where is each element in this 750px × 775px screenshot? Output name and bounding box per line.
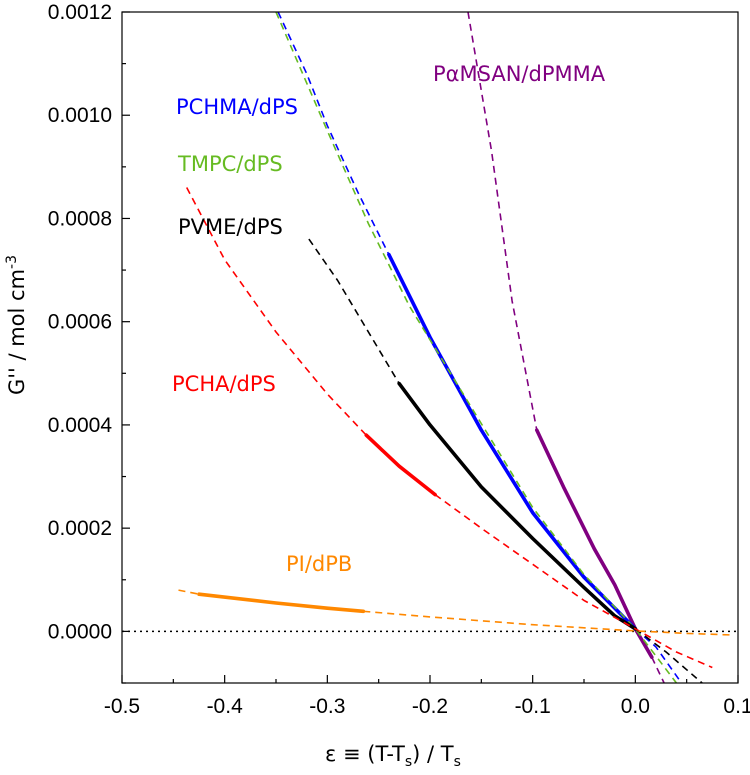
- y-tick-label: 0.0010: [48, 104, 112, 127]
- y-tick-label: 0.0004: [48, 414, 113, 437]
- series-4-extrapolated: [185, 187, 367, 436]
- series-5-extrapolated-tail: [363, 610, 733, 636]
- series-lines: [178, 12, 733, 683]
- series-4: [185, 187, 713, 669]
- series-3-measured: [397, 381, 638, 631]
- series-0-extrapolated: [467, 12, 538, 431]
- y-tick-label: 0.0006: [48, 311, 112, 334]
- x-tick-label: -0.5: [104, 695, 140, 718]
- series-4-extrapolated-tail: [434, 493, 713, 669]
- series-5: [178, 589, 733, 636]
- label-pchma-dps: PCHMA/dPS: [176, 95, 298, 119]
- label-tmpc-dps: TMPC/dPS: [177, 152, 283, 176]
- x-tick-label: -0.4: [207, 695, 244, 718]
- y-tick-label: 0.0000: [48, 620, 112, 643]
- x-tick-label: -0.2: [412, 695, 448, 718]
- x-tick-label: -0.1: [515, 695, 551, 718]
- series-0-extrapolated-tail: [651, 656, 665, 683]
- x-tick-label: 0.1: [723, 695, 750, 718]
- series-3-extrapolated-tail: [634, 628, 703, 683]
- x-tick-label: -0.3: [309, 695, 345, 718]
- series-1: [277, 12, 683, 683]
- series-3-extrapolated: [308, 238, 400, 385]
- series-3: [308, 238, 703, 683]
- y-tick-label: 0.0008: [48, 207, 112, 230]
- y-tick-label: 0.0012: [48, 1, 112, 24]
- axis-ticks: -0.5 -0.4 -0.3 -0.2 -0.1 0.0 0.1 0.0000 0.0002 0.…: [48, 1, 750, 718]
- series-5-extrapolated: [178, 589, 200, 595]
- series-4-measured: [364, 433, 437, 497]
- y-axis-title: G'' / mol cm-3: [4, 255, 29, 395]
- label-pvme-dps: PVME/dPS: [178, 215, 283, 239]
- series-1-extrapolated-tail: [634, 628, 683, 683]
- x-tick-label: 0.0: [621, 695, 650, 718]
- series-labels: PαMSAN/dPMMA PCHMA/dPS TMPC/dPS PVME/dPS…: [172, 62, 606, 576]
- series-1-extrapolated: [277, 12, 390, 255]
- series-5-measured: [197, 592, 366, 614]
- series-0-measured: [534, 428, 654, 660]
- x-axis-title: ε ≡ (T-Ts) / Ts: [325, 742, 461, 770]
- series-1-measured: [387, 252, 638, 631]
- label-pamsan-dpmma: PαMSAN/dPMMA: [433, 62, 606, 86]
- series-2: [275, 12, 678, 683]
- label-pi-dpb: PI/dPB: [286, 552, 352, 576]
- y-tick-label: 0.0002: [48, 517, 112, 540]
- series-2-extrapolated: [275, 12, 678, 683]
- label-pcha-dps: PCHA/dPS: [172, 372, 276, 396]
- series-0: [467, 12, 665, 683]
